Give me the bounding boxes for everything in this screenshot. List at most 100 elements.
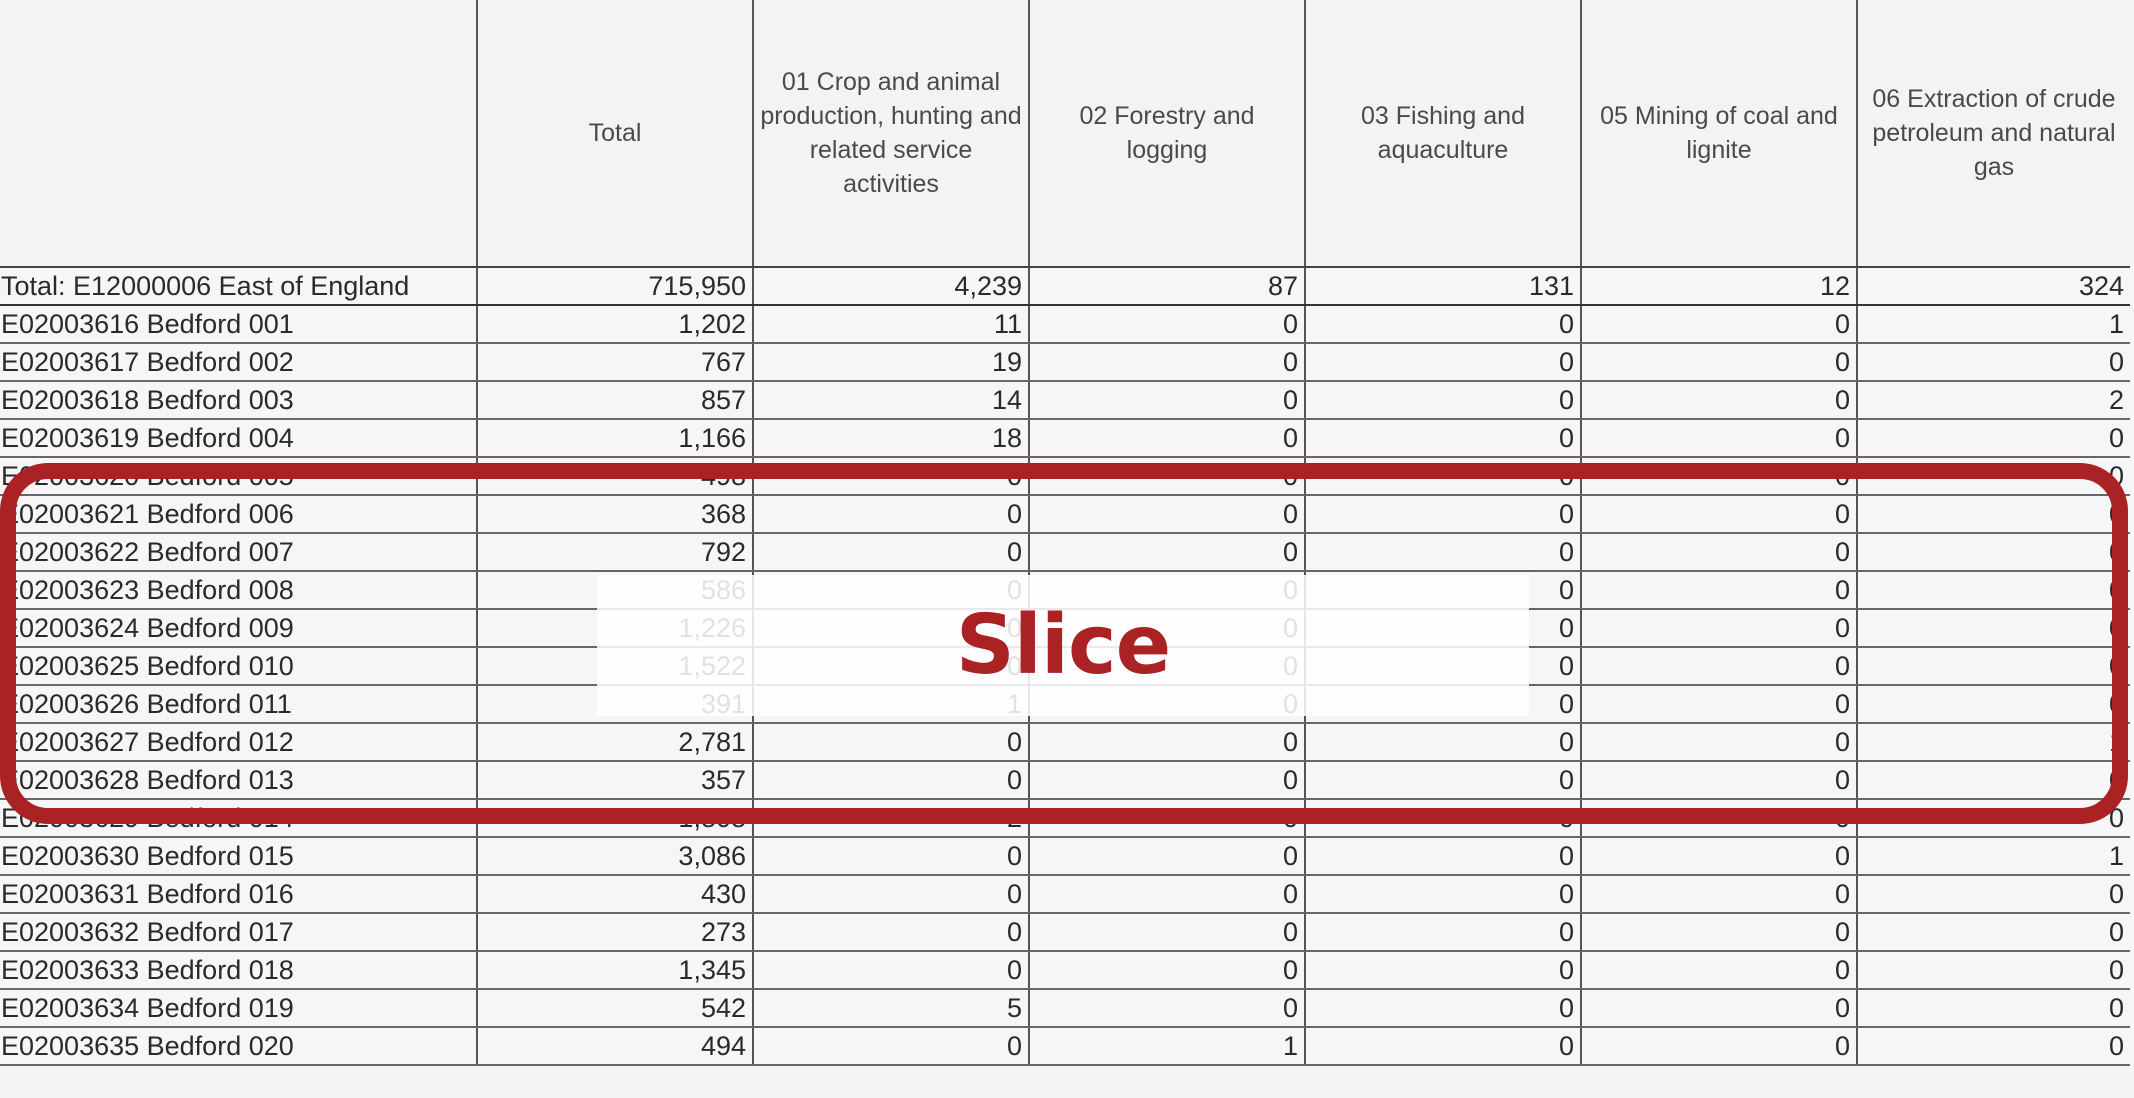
value-cell: 0 xyxy=(1028,305,1305,344)
corner-header xyxy=(0,0,477,268)
row-label-cell: E02003633 Bedford 018 xyxy=(0,951,477,990)
value-cell: 12 xyxy=(1580,267,1857,306)
value-cell: 0 xyxy=(1304,913,1581,952)
value-cell: 1,808 xyxy=(476,799,753,838)
value-cell: 0 xyxy=(1028,989,1305,1028)
slice-label: Slice xyxy=(955,598,1171,693)
value-cell: 0 xyxy=(1580,799,1857,838)
value-cell: 498 xyxy=(476,457,753,496)
value-cell: 0 xyxy=(752,761,1029,800)
value-cell: 0 xyxy=(1580,495,1857,534)
table-row: E02003633 Bedford 018 1,345 0 0 0 0 0 xyxy=(0,951,2130,990)
value-cell: 0 xyxy=(1304,723,1581,762)
table-row: E02003617 Bedford 002 767 19 0 0 0 0 xyxy=(0,343,2130,382)
value-cell: 0 xyxy=(1856,761,2130,800)
value-cell: 324 xyxy=(1856,267,2130,306)
value-cell: 767 xyxy=(476,343,753,382)
header-extraction-petroleum: 06 Extraction of crude petroleum and nat… xyxy=(1856,0,2130,268)
table-row: E02003619 Bedford 004 1,166 18 0 0 0 0 xyxy=(0,419,2130,458)
value-cell: 0 xyxy=(1856,571,2130,610)
value-cell: 18 xyxy=(752,419,1029,458)
value-cell: 0 xyxy=(1580,1027,1857,1066)
table-row: E02003630 Bedford 015 3,086 0 0 0 0 1 xyxy=(0,837,2130,876)
table-row: E02003618 Bedford 003 857 14 0 0 0 2 xyxy=(0,381,2130,420)
value-cell: 0 xyxy=(1580,343,1857,382)
value-cell: 1 xyxy=(1856,723,2130,762)
header-crop-animal: 01 Crop and animal production, hunting a… xyxy=(752,0,1029,268)
value-cell: 0 xyxy=(1856,495,2130,534)
value-cell: 0 xyxy=(752,457,1029,496)
value-cell: 3,086 xyxy=(476,837,753,876)
value-cell: 0 xyxy=(1580,533,1857,572)
value-cell: 0 xyxy=(1856,913,2130,952)
header-forestry: 02 Forestry and logging xyxy=(1028,0,1305,268)
row-label-cell: E02003629 Bedford 014 xyxy=(0,799,477,838)
total-row: Total: E12000006 East of England 715,950 4… xyxy=(0,267,2130,306)
value-cell: 0 xyxy=(1856,875,2130,914)
value-cell: 430 xyxy=(476,875,753,914)
value-cell: 542 xyxy=(476,989,753,1028)
value-cell: 0 xyxy=(1028,457,1305,496)
value-cell: 0 xyxy=(1028,761,1305,800)
value-cell: 0 xyxy=(752,533,1029,572)
row-label-cell: E02003632 Bedford 017 xyxy=(0,913,477,952)
value-cell: 0 xyxy=(1028,343,1305,382)
value-cell: 0 xyxy=(1580,381,1857,420)
row-label-cell: E02003617 Bedford 002 xyxy=(0,343,477,382)
value-cell: 0 xyxy=(1028,723,1305,762)
header-total: Total xyxy=(476,0,753,268)
value-cell: 0 xyxy=(1304,799,1581,838)
row-label-cell: E02003628 Bedford 013 xyxy=(0,761,477,800)
value-cell: 0 xyxy=(1856,951,2130,990)
value-cell: 0 xyxy=(1856,419,2130,458)
value-cell: 494 xyxy=(476,1027,753,1066)
value-cell: 0 xyxy=(1856,533,2130,572)
value-cell: 273 xyxy=(476,913,753,952)
header-mining-coal: 05 Mining of coal and lignite xyxy=(1580,0,1857,268)
value-cell: 0 xyxy=(1580,609,1857,648)
row-label-cell: E02003630 Bedford 015 xyxy=(0,837,477,876)
row-label-cell: E02003618 Bedford 003 xyxy=(0,381,477,420)
value-cell: 0 xyxy=(1856,457,2130,496)
value-cell: 0 xyxy=(1028,419,1305,458)
value-cell: 0 xyxy=(1028,913,1305,952)
value-cell: 0 xyxy=(1304,1027,1581,1066)
table-row: E02003635 Bedford 020 494 0 1 0 0 0 xyxy=(0,1027,2130,1066)
value-cell: 2 xyxy=(752,799,1029,838)
value-cell: 0 xyxy=(1580,951,1857,990)
value-cell: 368 xyxy=(476,495,753,534)
value-cell: 87 xyxy=(1028,267,1305,306)
value-cell: 19 xyxy=(752,343,1029,382)
value-cell: 0 xyxy=(1304,875,1581,914)
value-cell: 0 xyxy=(1856,989,2130,1028)
value-cell: 0 xyxy=(752,837,1029,876)
value-cell: 4,239 xyxy=(752,267,1029,306)
row-label-cell: E02003631 Bedford 016 xyxy=(0,875,477,914)
value-cell: 131 xyxy=(1304,267,1581,306)
row-label-cell: E02003626 Bedford 011 xyxy=(0,685,477,724)
value-cell: 0 xyxy=(752,875,1029,914)
value-cell: 0 xyxy=(1856,799,2130,838)
value-cell: 0 xyxy=(1856,685,2130,724)
value-cell: 0 xyxy=(1580,913,1857,952)
value-cell: 0 xyxy=(1304,837,1581,876)
row-label-cell: E02003634 Bedford 019 xyxy=(0,989,477,1028)
value-cell: 1 xyxy=(1856,837,2130,876)
value-cell: 1,345 xyxy=(476,951,753,990)
value-cell: 0 xyxy=(1304,989,1581,1028)
value-cell: 1,166 xyxy=(476,419,753,458)
value-cell: 0 xyxy=(1304,457,1581,496)
value-cell: 0 xyxy=(1580,571,1857,610)
table-row: E02003632 Bedford 017 273 0 0 0 0 0 xyxy=(0,913,2130,952)
value-cell: 0 xyxy=(1304,381,1581,420)
value-cell: 792 xyxy=(476,533,753,572)
value-cell: 0 xyxy=(1580,837,1857,876)
row-label-cell: E02003635 Bedford 020 xyxy=(0,1027,477,1066)
value-cell: 0 xyxy=(1304,495,1581,534)
value-cell: 1 xyxy=(1028,1027,1305,1066)
value-cell: 0 xyxy=(1028,495,1305,534)
value-cell: 0 xyxy=(1856,1027,2130,1066)
value-cell: 0 xyxy=(1028,837,1305,876)
header-fishing: 03 Fishing and aquaculture xyxy=(1304,0,1581,268)
row-label-cell: E02003624 Bedford 009 xyxy=(0,609,477,648)
